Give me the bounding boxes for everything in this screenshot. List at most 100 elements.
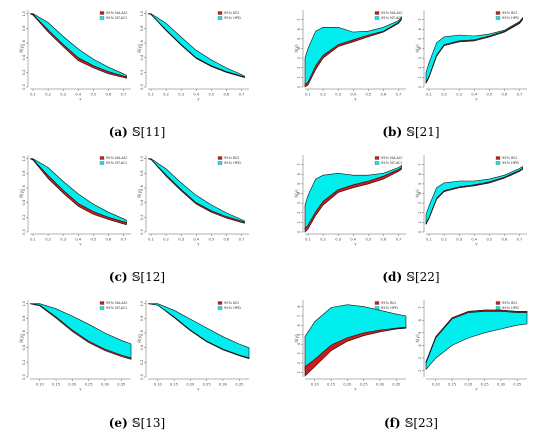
x-tick-label: 0.5	[365, 238, 371, 242]
x-tick-label: 0.35	[513, 383, 521, 387]
y-tick-label: 0.0	[140, 373, 144, 379]
y-tick-label: 0.2	[22, 69, 26, 75]
chart-panel-5: 0.1 0.2 0.3 0.4 0.5 0.6 0.7 0.0 0.2 0.4 0.6 0.8 1.0 y…	[19, 155, 131, 246]
x-tick-label: 0.20	[186, 383, 195, 387]
x-axis-label: y	[79, 387, 82, 391]
x-tick-label: 0.7	[396, 238, 402, 242]
x-tick-label: 0.6	[106, 93, 112, 97]
x-tick-label: 0.3	[456, 93, 462, 97]
y-tick-label: 0.4	[140, 199, 144, 205]
legend-swatch	[217, 156, 223, 160]
legend-entry: 95% NA-ACI	[106, 11, 127, 15]
x-tick-label: 0.1	[426, 238, 432, 242]
y-tick-label: 0.6	[22, 329, 26, 335]
legend-entry: 95% BCI	[502, 11, 517, 15]
y-tick-label: 3	[297, 57, 301, 59]
y-tick-label: 1.0	[22, 155, 26, 161]
x-axis-label: y	[475, 242, 478, 246]
y-tick-label: 4	[297, 192, 301, 195]
y-tick-label: 0.2	[140, 359, 144, 365]
chart-panel-9: 0.10 0.15 0.20 0.25 0.30 0.35 0.0 0.2 0.4 0.6 0.8 1…	[19, 300, 132, 391]
x-tick-label: 0.7	[517, 93, 523, 97]
band-95-na-aci	[29, 13, 127, 79]
chart-panel-2: 0.1 0.2 0.3 0.4 0.5 0.6 0.7 0.0 0.2 0.4 0.6 0.8 1.0 y…	[137, 10, 249, 101]
band-95-hpd	[147, 13, 245, 78]
y-tick-label: 0	[418, 230, 422, 233]
x-tick-label: 0.25	[203, 383, 211, 387]
x-tick-label: 0.25	[481, 383, 489, 387]
x-tick-label: 0.4	[75, 93, 81, 97]
y-tick-label: 0.8	[140, 170, 144, 176]
caption-label: (b)	[382, 125, 406, 139]
legend-swatch	[99, 161, 105, 165]
y-axis-label: R(y)	[19, 189, 24, 198]
y-tick-label: 1	[297, 76, 301, 78]
legend-swatch	[495, 306, 501, 310]
legend-swatch	[99, 156, 105, 160]
legend-swatch	[374, 156, 380, 160]
legend-swatch	[99, 306, 105, 310]
y-tick-label: 0.2	[22, 359, 26, 365]
legend-swatch	[495, 301, 501, 305]
caption-text: 𝕊[23]	[405, 416, 438, 430]
legend-swatch	[374, 11, 380, 15]
y-tick-label: 7	[297, 163, 301, 165]
x-tick-label: 0.7	[239, 93, 245, 97]
x-tick-label: 0.20	[68, 383, 77, 387]
y-tick-label: 2	[297, 212, 301, 214]
y-tick-label: 0.0	[22, 83, 26, 89]
x-tick-label: 0.20	[464, 383, 473, 387]
y-tick-label: 2	[297, 67, 301, 69]
x-tick-label: 0.6	[381, 238, 387, 242]
legend-swatch	[217, 306, 223, 310]
figure-caption: (b) 𝕊[21]	[382, 125, 439, 139]
y-axis-label: h(y)	[415, 44, 420, 52]
y-tick-label: 3	[418, 202, 422, 204]
band-95-bci	[425, 309, 528, 364]
caption-label: (e)	[109, 416, 132, 430]
y-tick-label: 0.6	[22, 184, 26, 190]
legend-swatch	[374, 161, 380, 165]
y-tick-label: 1	[418, 76, 422, 78]
y-axis-label: h(y)	[294, 44, 299, 52]
x-tick-label: 0.3	[178, 238, 184, 242]
band-95-hpd	[425, 309, 528, 371]
y-tick-label: 1.0	[140, 10, 144, 16]
y-axis-label: h(y)	[415, 189, 420, 197]
chart-panel-12: 0.10 0.15 0.20 0.25 0.30 0.35 2 3 4 5 6 7 y h(y) 95% B…	[415, 300, 528, 391]
y-tick-label: 7	[418, 306, 422, 308]
x-tick-label: 0.25	[85, 383, 93, 387]
x-tick-label: 0.15	[327, 383, 335, 387]
x-tick-label: 0.4	[193, 93, 199, 97]
band-95-hpd	[147, 303, 250, 359]
legend-entry: 95% BCI	[502, 301, 517, 305]
x-tick-label: 0.3	[60, 238, 66, 242]
y-tick-label: 6	[297, 172, 301, 175]
legend-swatch	[495, 11, 501, 15]
x-tick-label: 0.2	[45, 238, 51, 242]
figure-caption: (f) 𝕊[23]	[384, 416, 438, 430]
caption-label: (f)	[384, 416, 405, 430]
x-tick-label: 0.1	[305, 238, 311, 242]
x-tick-label: 0.15	[448, 383, 456, 387]
band-95-na-aci	[304, 17, 402, 88]
x-tick-label: 0.4	[471, 238, 477, 242]
y-axis-label: h(y)	[294, 189, 299, 197]
x-tick-label: 0.5	[208, 93, 214, 97]
y-tick-label: 0	[297, 85, 301, 88]
x-tick-label: 0.4	[471, 93, 477, 97]
x-tick-label: 0.20	[343, 383, 352, 387]
x-tick-label: 0.2	[45, 93, 51, 97]
y-tick-label: 1	[297, 371, 301, 373]
x-tick-label: 0.5	[486, 93, 492, 97]
x-tick-label: 0.2	[163, 238, 169, 242]
x-axis-label: y	[79, 242, 82, 246]
x-axis-label: y	[475, 97, 478, 101]
x-tick-label: 0.35	[117, 383, 125, 387]
legend-entry: 95% BCI	[224, 156, 239, 160]
chart-panel-1: 0.1 0.2 0.3 0.4 0.5 0.6 0.7 0.0 0.2 0.4 0.6 0.8 1.0 y…	[19, 10, 131, 101]
band-95-nt-aci	[29, 13, 127, 78]
y-tick-label: 0.0	[22, 228, 26, 234]
y-tick-label: 7	[297, 18, 301, 20]
legend-entry: 95% BCI	[502, 156, 517, 160]
